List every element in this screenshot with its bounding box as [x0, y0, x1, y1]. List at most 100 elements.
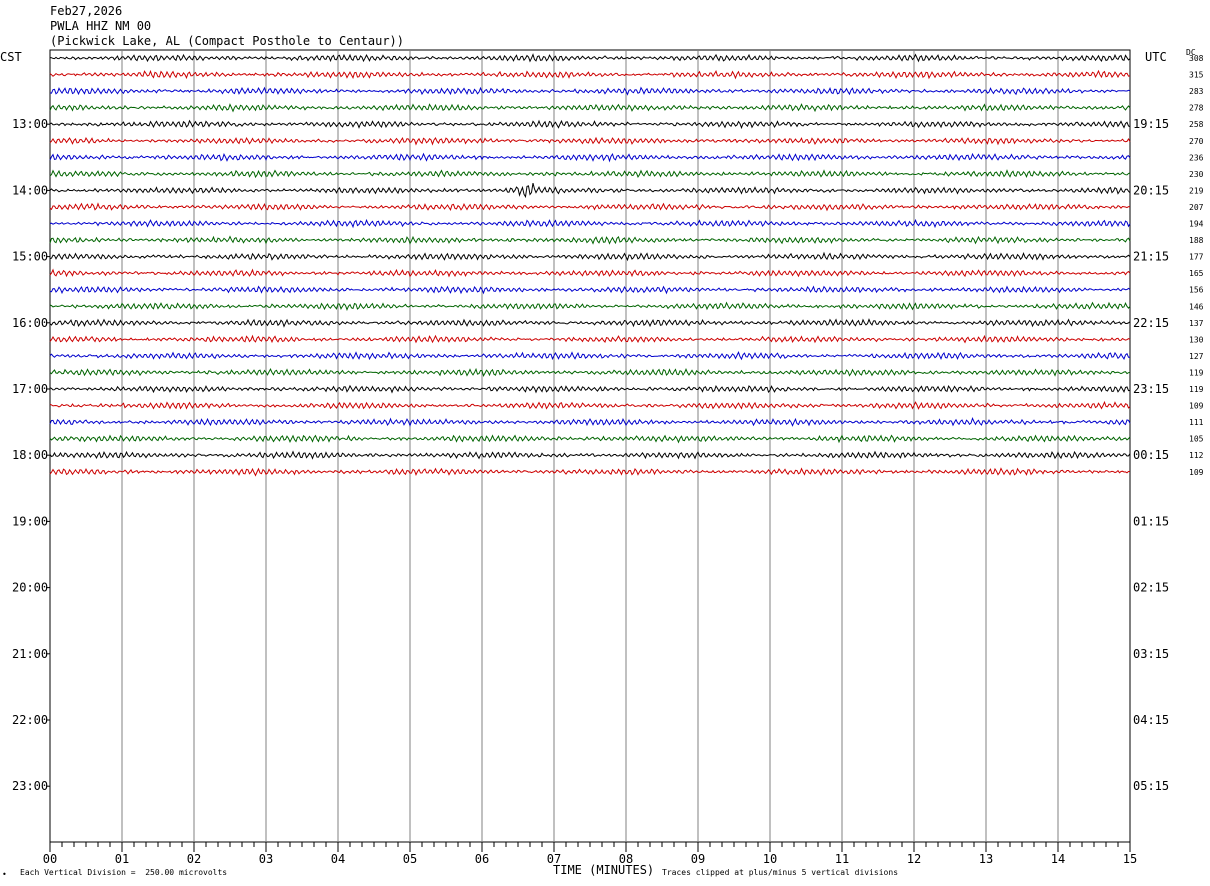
- dc-offset-label: 188: [1189, 236, 1204, 245]
- utc-hour-label: 19:15: [1133, 117, 1169, 131]
- cst-hour-label: 20:00: [12, 581, 48, 595]
- cst-hour-label: 19:00: [12, 514, 48, 528]
- utc-hour-label: 02:15: [1133, 581, 1169, 595]
- seismic-trace: [49, 235, 1131, 245]
- utc-hour-label: 21:15: [1133, 250, 1169, 264]
- seismic-trace: [49, 218, 1131, 229]
- seismic-trace: [49, 334, 1131, 344]
- seismic-trace: [49, 69, 1131, 80]
- x-tick-label: 13: [979, 852, 993, 866]
- utc-hour-label: 22:15: [1133, 316, 1169, 330]
- seismic-trace: [49, 285, 1131, 295]
- x-tick-label: 12: [907, 852, 921, 866]
- clip-note: Traces clipped at plus/minus 5 vertical …: [662, 868, 899, 877]
- utc-hour-label: 01:15: [1133, 514, 1169, 528]
- seismic-trace: [49, 367, 1131, 377]
- dc-offset-label: 109: [1189, 402, 1204, 411]
- seismic-trace: [49, 318, 1131, 328]
- seismic-trace: [49, 202, 1131, 212]
- x-tick-label: 03: [259, 852, 273, 866]
- seismic-trace: [49, 53, 1131, 63]
- utc-hour-label: 23:15: [1133, 382, 1169, 396]
- dc-label: DC: [1186, 48, 1196, 57]
- cst-hour-label: 15:00: [12, 250, 48, 264]
- seismic-trace: [49, 301, 1131, 311]
- seismic-trace: [49, 450, 1131, 460]
- dc-offset-label: 156: [1189, 286, 1204, 295]
- dc-offset-label: 119: [1189, 385, 1204, 394]
- cst-hour-label: 21:00: [12, 647, 48, 661]
- seismic-trace: [49, 152, 1131, 163]
- x-tick-label: 06: [475, 852, 489, 866]
- dc-offset-label: 207: [1189, 203, 1204, 212]
- utc-hour-label: 20:15: [1133, 183, 1169, 197]
- cst-hour-label: 17:00: [12, 382, 48, 396]
- cst-hour-label: 14:00: [12, 183, 48, 197]
- header-date: Feb27,2026: [50, 4, 123, 18]
- dc-offset-label: 105: [1189, 435, 1204, 444]
- seismic-trace: [49, 136, 1131, 146]
- seismic-trace: [49, 417, 1131, 427]
- cst-hour-label: 13:00: [12, 117, 48, 131]
- seismic-trace: [49, 268, 1131, 278]
- dc-offset-label: 308: [1189, 54, 1204, 63]
- x-tick-label: 15: [1123, 852, 1137, 866]
- x-tick-label: 11: [835, 852, 849, 866]
- dc-offset-label: 119: [1189, 368, 1204, 377]
- utc-hour-label: 04:15: [1133, 713, 1169, 727]
- dc-offset-label: 283: [1189, 87, 1204, 96]
- x-tick-label: 04: [331, 852, 345, 866]
- x-tick-label: 02: [187, 852, 201, 866]
- x-tick-label: 10: [763, 852, 777, 866]
- seismic-trace: [49, 103, 1131, 113]
- dc-offset-label: 230: [1189, 170, 1204, 179]
- x-tick-label: 00: [43, 852, 57, 866]
- dc-offset-label: 130: [1189, 335, 1204, 344]
- utc-hour-label: 03:15: [1133, 647, 1169, 661]
- plot-frame: [49, 49, 1131, 843]
- seismic-trace: [49, 434, 1131, 444]
- utc-hour-label: 05:15: [1133, 779, 1169, 793]
- dc-offset-label: 315: [1189, 71, 1204, 80]
- seismic-trace: [49, 251, 1131, 262]
- dc-offset-label: 137: [1189, 319, 1204, 328]
- dc-offset-label: 270: [1189, 137, 1204, 146]
- dc-offset-label: 194: [1189, 220, 1204, 229]
- header-location: (Pickwick Lake, AL (Compact Posthole to …: [50, 34, 405, 48]
- header-station: PWLA HHZ NM 00: [50, 19, 152, 33]
- seismic-trace: [49, 384, 1131, 394]
- dc-offset-label: 258: [1189, 120, 1204, 129]
- dc-offset-label: 112: [1189, 451, 1204, 460]
- x-tick-label: 08: [619, 852, 633, 866]
- x-tick-label: 05: [403, 852, 417, 866]
- x-tick-label: 09: [691, 852, 705, 866]
- utc-hour-label: 00:15: [1133, 448, 1169, 462]
- seismic-trace: [49, 400, 1131, 410]
- cst-hour-label: 23:00: [12, 779, 48, 793]
- seismic-trace: [49, 169, 1131, 179]
- dc-offset-label: 177: [1189, 253, 1204, 262]
- seismic-trace: [49, 351, 1130, 361]
- dc-offset-label: 278: [1189, 104, 1204, 113]
- dc-offset-label: 219: [1189, 186, 1204, 195]
- seismic-trace: [49, 467, 1131, 477]
- cst-hour-label: 16:00: [12, 316, 48, 330]
- seismic-trace: [49, 182, 1131, 199]
- x-tick-label: 01: [115, 852, 129, 866]
- cst-hour-label: 18:00: [12, 448, 48, 462]
- x-axis-title: TIME (MINUTES): [553, 863, 655, 877]
- dc-offset-label: 146: [1189, 302, 1204, 311]
- cst-hour-label: 22:00: [12, 713, 48, 727]
- dc-offset-label: 236: [1189, 153, 1204, 162]
- cst-axis-label: CST: [0, 50, 22, 64]
- seismic-trace: [49, 119, 1131, 130]
- seismic-trace: [49, 86, 1131, 96]
- dc-offset-label: 165: [1189, 269, 1204, 278]
- utc-axis-label: UTC: [1145, 50, 1167, 64]
- dc-offset-label: 109: [1189, 468, 1204, 477]
- corner-mark: •: [2, 870, 7, 879]
- dc-offset-label: 127: [1189, 352, 1204, 361]
- x-tick-label: 07: [547, 852, 561, 866]
- scale-note: Each Vertical Division = 250.00 microvol…: [20, 868, 228, 877]
